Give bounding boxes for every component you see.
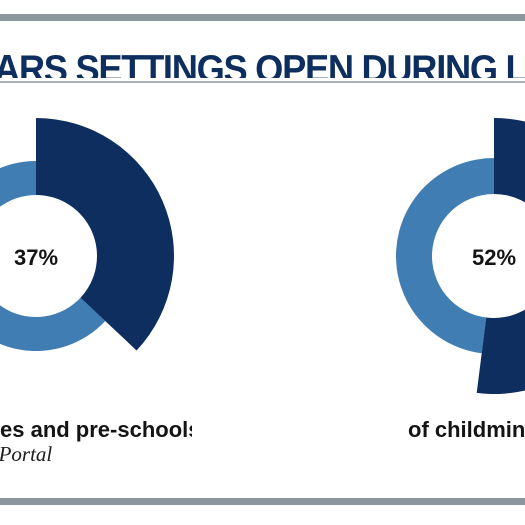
top-rule: [0, 14, 525, 21]
donut-remainder-slice-1: [396, 158, 494, 354]
donut-value-label-1: 52%: [472, 245, 516, 270]
title-divider: [0, 81, 525, 83]
donut-chart-right: 52%: [396, 118, 525, 394]
donut-highlight-slice-1: [476, 118, 525, 394]
donut-chart-left: 37%: [0, 118, 175, 351]
source-credit: e Portal: [0, 442, 53, 466]
caption-right: of childmin: [408, 417, 525, 442]
chart-title: ARS SETTINGS OPEN DURING LOC: [0, 48, 525, 78]
bottom-rule: [0, 498, 525, 505]
donut-highlight-slice-0: [36, 118, 175, 351]
title-container: ARS SETTINGS OPEN DURING LOC: [0, 22, 525, 78]
donut-remainder-slice-0: [0, 161, 106, 351]
caption-left: es and pre-schools: [0, 417, 192, 442]
donut-value-label-0: 37%: [14, 245, 58, 270]
